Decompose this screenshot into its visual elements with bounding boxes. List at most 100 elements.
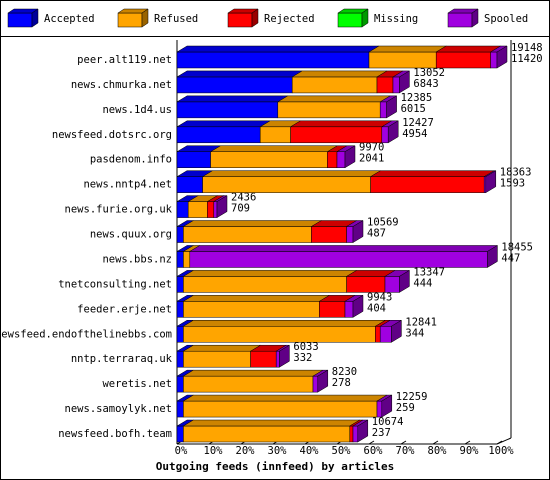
x-tick-label: 60%: [364, 445, 384, 457]
bar-segment-side: [391, 319, 402, 343]
bar-segment: [392, 76, 400, 94]
bar-label-total: 13347: [413, 266, 445, 278]
bar-segment-side: [387, 120, 399, 144]
bar-segment: [277, 101, 381, 119]
y-tick-label: pasdenom.info: [90, 154, 172, 166]
bar-label-count: 404: [367, 302, 386, 314]
x-tick: [368, 440, 375, 445]
bar-segment: [176, 201, 189, 218]
bar-segment: [490, 51, 498, 69]
bar-segment: [183, 226, 312, 243]
y-tick-label: newsfeed.bofh.team: [58, 428, 172, 440]
bar-segment: [183, 375, 314, 393]
bar-segment: [176, 350, 184, 368]
bar-segment: [213, 201, 218, 218]
bar-segment: [176, 375, 184, 393]
bar-segment-side: [496, 45, 508, 69]
bar-label-total: 12259: [396, 391, 428, 403]
bar-segment-top: [176, 95, 289, 103]
bar-segment-top: [435, 45, 502, 53]
legend-label: Missing: [374, 13, 418, 25]
bar-segment: [187, 201, 208, 218]
legend-label: Spooled: [484, 13, 528, 25]
bar-segment-side: [357, 419, 369, 443]
legend-swatch: [117, 12, 143, 28]
x-tick-label: 0%: [175, 445, 188, 457]
bar-segment-top: [182, 344, 262, 352]
bar-segment: [207, 201, 215, 218]
bar-segment-top: [369, 170, 496, 177]
bar-label-total: 9943: [367, 291, 392, 303]
bar-segment: [336, 151, 346, 168]
x-tick-label: 50%: [332, 445, 352, 457]
y-tick-label: peer.alt119.net: [77, 54, 172, 66]
y-tick-label: weretis.net: [102, 378, 172, 390]
bar-segment-top: [176, 70, 304, 78]
legend-swatch-side: [141, 8, 149, 28]
legend-swatch: [337, 12, 363, 28]
legend-swatch-side: [251, 8, 259, 28]
bar-segment-side: [381, 394, 393, 418]
x-tick: [496, 440, 503, 445]
bar-label-total: 10674: [372, 416, 404, 428]
bar-label-count: 6843: [413, 78, 438, 90]
bar-label-count: 2041: [359, 153, 384, 165]
bar-segment: [183, 425, 351, 443]
legend-label: Refused: [154, 13, 198, 25]
bar-segment: [327, 151, 338, 168]
bar-segment-side: [352, 220, 364, 243]
bar-segment: [381, 126, 389, 144]
y-tick-label: newsfeed.dotsrc.org: [52, 129, 172, 141]
bar-segment: [275, 350, 280, 368]
legend-swatch: [227, 12, 253, 28]
y-tick-label: newsfeed.endofthelinebbs.com: [0, 328, 172, 340]
y-tick-label: news.furie.org.uk: [65, 204, 173, 216]
bar-label-total: 13052: [413, 67, 445, 79]
bar-segment: [290, 126, 383, 144]
bar-segment: [319, 301, 346, 318]
x-tick-label: 70%: [396, 445, 416, 457]
x-tick-label: 90%: [460, 445, 480, 457]
bar-segment-top: [276, 95, 392, 103]
legend-swatch-side: [471, 8, 479, 28]
y-tick-label: news.quux.org: [90, 229, 172, 241]
legend-label: Rejected: [264, 13, 315, 25]
bar-segment: [210, 151, 328, 168]
x-tick: [400, 440, 407, 445]
bar-segment-top: [182, 394, 388, 402]
x-tick-label: 10%: [204, 445, 224, 457]
bar-segment-side: [317, 369, 329, 393]
bar-segment-top: [182, 220, 323, 227]
bar-segment: [183, 276, 347, 293]
bar-label-count: 444: [413, 277, 432, 289]
bar-segment-side: [487, 245, 498, 268]
bar-segment-top: [209, 145, 339, 152]
x-tick-label: 80%: [428, 445, 448, 457]
bar-segment: [183, 350, 251, 368]
bar-segment: [435, 51, 491, 69]
y-tick-label: news.1d4.us: [102, 104, 172, 116]
bar-segment: [376, 76, 394, 94]
bar-label-count: 4954: [402, 128, 427, 140]
bar-label-count: 6015: [401, 103, 426, 115]
bar-label-count: 487: [367, 228, 386, 240]
bar-segment: [183, 251, 191, 268]
bar-label-count: 11420: [511, 53, 543, 65]
bar-segment-top: [182, 419, 361, 427]
bar-segment-top: [188, 245, 499, 252]
bar-segment-top: [176, 45, 380, 53]
bar-label-total: 9970: [359, 142, 384, 154]
y-tick-label: feeder.erje.net: [77, 303, 172, 315]
legend-label: Accepted: [44, 13, 95, 25]
y-tick-label: news.chmurka.net: [71, 79, 172, 91]
bar-segment: [368, 51, 437, 69]
bar-segment: [370, 176, 485, 193]
bar-segment: [346, 276, 386, 293]
bar-segment: [349, 425, 354, 443]
bar-segment-top: [182, 320, 387, 327]
bar-segment: [384, 276, 400, 293]
bar-segment-side: [399, 70, 410, 94]
bar-segment: [202, 176, 371, 193]
bar-segment: [189, 251, 488, 268]
